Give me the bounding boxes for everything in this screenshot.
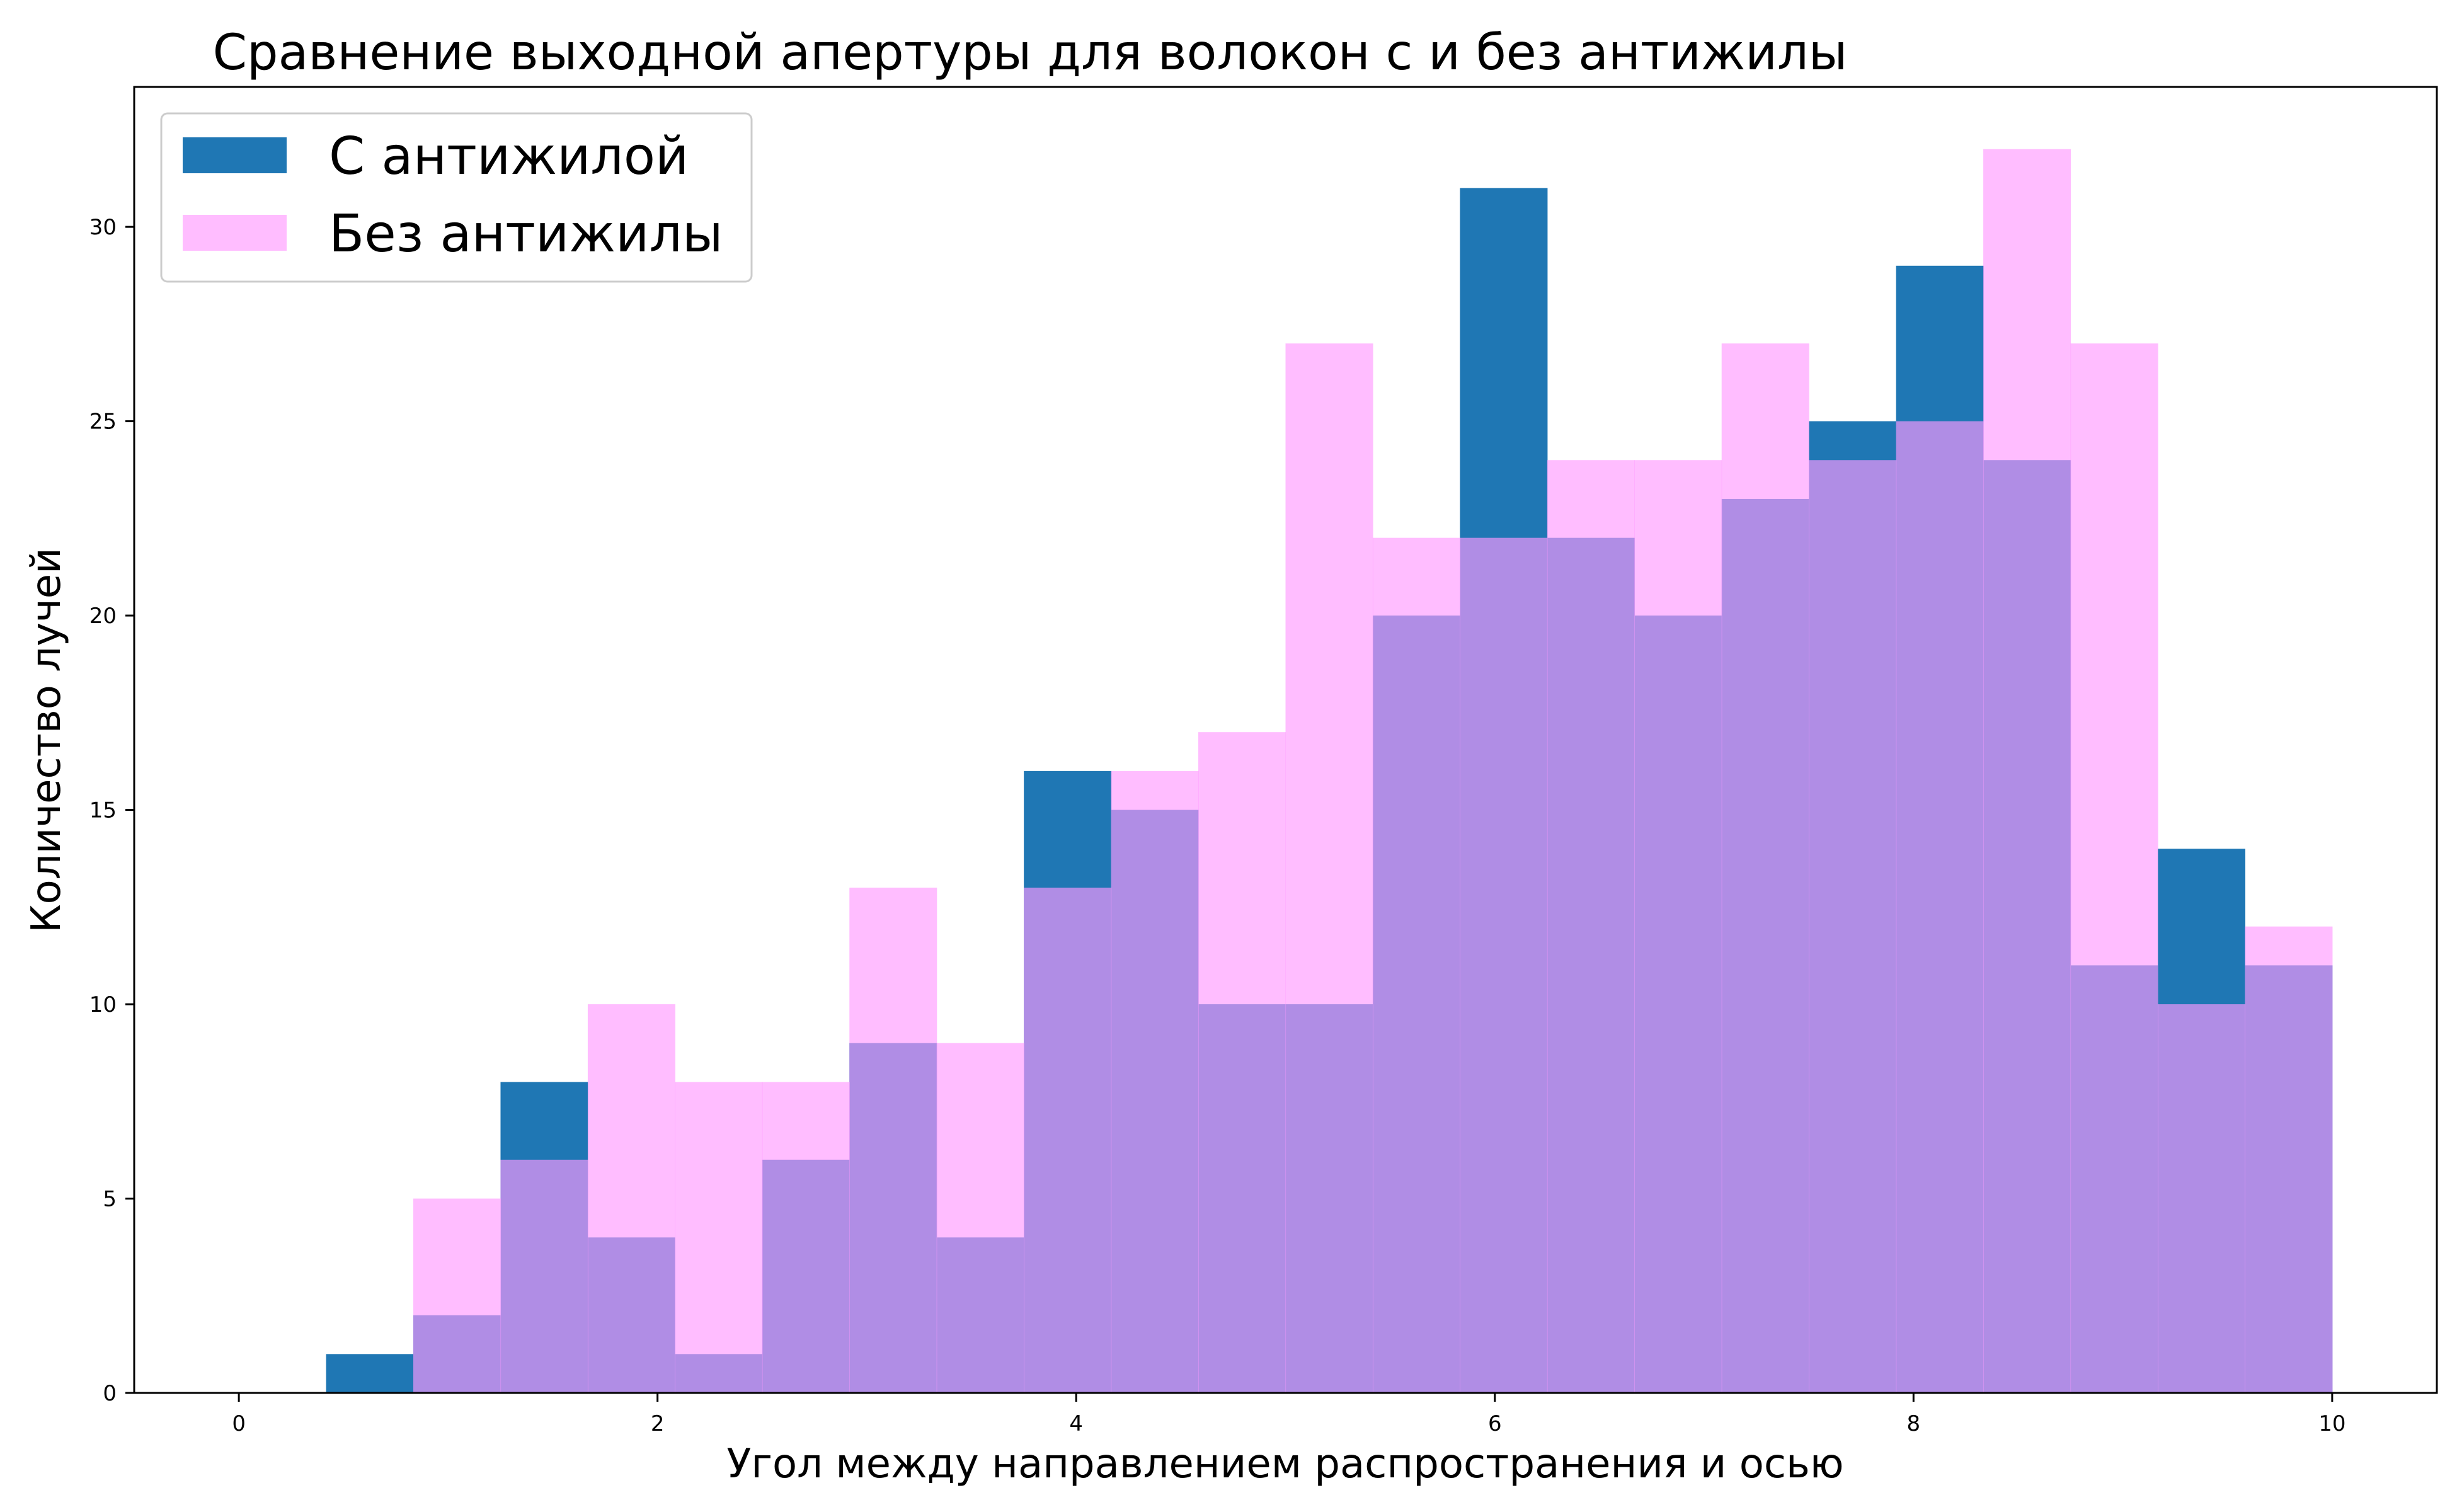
bar-without-antivein-4 [587, 1004, 675, 1393]
bar-without-antivein-19 [1896, 421, 1984, 1393]
x-tick-label: 6 [1488, 1411, 1502, 1436]
x-tick-label: 0 [232, 1411, 246, 1436]
chart-title: Сравнение выходной апертуры для волокон … [213, 25, 1848, 81]
bar-without-antivein-13 [1372, 537, 1460, 1393]
bar-without-antivein-21 [2070, 343, 2158, 1393]
y-tick-label: 0 [103, 1381, 117, 1406]
bar-without-antivein-16 [1634, 460, 1722, 1394]
bar-without-antivein-23 [2245, 926, 2333, 1393]
x-axis-ticks: 0 2 4 6 8 10 [232, 1393, 2345, 1436]
x-tick-label: 8 [1906, 1411, 1920, 1436]
bar-with-antivein-1 [326, 1354, 414, 1393]
legend-label-without-antivein: Без антижилы [329, 204, 723, 264]
bar-without-antivein-18 [1809, 460, 1897, 1394]
y-tick-label: 15 [89, 798, 117, 823]
bar-without-antivein-15 [1547, 460, 1635, 1394]
bar-without-antivein-3 [500, 1159, 588, 1393]
y-tick-label: 10 [89, 992, 117, 1017]
bar-without-antivein-10 [1111, 770, 1199, 1393]
y-tick-label: 25 [89, 410, 117, 435]
bar-without-antivein-17 [1721, 343, 1809, 1393]
series-without-antivein [413, 149, 2333, 1394]
plot-area [133, 86, 2438, 1394]
legend-label-with-antivein: С антижилой [329, 127, 689, 186]
bar-without-antivein-9 [1024, 887, 1112, 1393]
y-axis-label: Количество лучей [23, 547, 70, 933]
bar-without-antivein-8 [936, 1043, 1024, 1393]
plot-frame [133, 86, 2438, 1394]
bar-without-antivein-20 [1983, 149, 2071, 1394]
bar-without-antivein-14 [1460, 537, 1548, 1393]
x-axis-label: Угол между направлением распространения … [726, 1441, 1843, 1487]
bar-without-antivein-6 [762, 1082, 850, 1393]
y-tick-label: 20 [89, 604, 117, 629]
bar-without-antivein-12 [1285, 343, 1373, 1393]
x-tick-label: 4 [1069, 1411, 1083, 1436]
legend-frame [160, 112, 753, 283]
x-tick-label: 10 [2318, 1411, 2345, 1436]
y-tick-label: 30 [89, 215, 117, 240]
bar-without-antivein-22 [2157, 1004, 2246, 1393]
bar-without-antivein-2 [413, 1198, 501, 1393]
y-axis-ticks: 0 5 10 15 20 25 30 [89, 215, 134, 1406]
bar-without-antivein-5 [675, 1082, 763, 1393]
bar-without-antivein-7 [849, 887, 937, 1393]
bar-without-antivein-11 [1198, 732, 1286, 1393]
x-tick-label: 2 [651, 1411, 665, 1436]
legend: С антижилой Без антижилы [160, 112, 753, 283]
legend-swatch-with-antivein [183, 137, 287, 173]
legend-swatch-without-antivein [183, 215, 287, 251]
y-tick-label: 5 [103, 1187, 117, 1212]
